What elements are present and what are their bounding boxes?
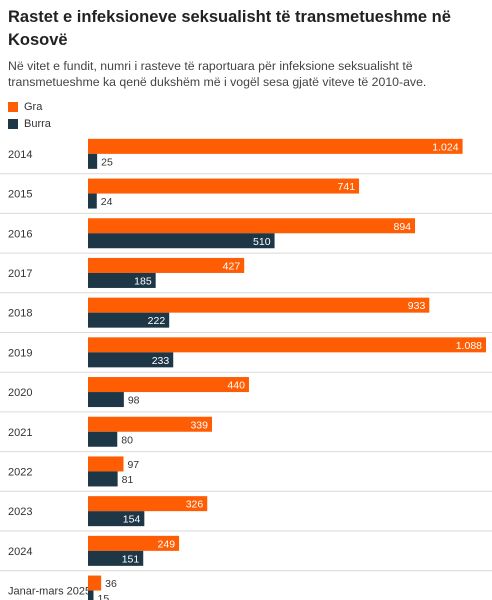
data-label-gra: 933 xyxy=(408,300,426,312)
category-label: 2018 xyxy=(8,308,32,320)
data-label-burra: 222 xyxy=(148,315,166,327)
bar-gra xyxy=(88,377,249,393)
bar-gra xyxy=(88,575,102,591)
data-label-gra: 1.088 xyxy=(456,340,482,352)
data-label-burra: 98 xyxy=(128,395,140,407)
chart-title: Rastet e infeksioneve seksualisht të tra… xyxy=(8,8,451,49)
data-label-gra: 741 xyxy=(338,181,356,193)
data-label-gra: 97 xyxy=(127,459,139,471)
category-label: 2020 xyxy=(8,387,32,399)
legend-item-burra: Burra xyxy=(8,115,51,132)
bar-burra xyxy=(88,312,170,328)
bar-gra xyxy=(88,496,208,512)
category-label: 2017 xyxy=(8,268,32,280)
bar-burra xyxy=(88,193,97,209)
data-label-burra: 185 xyxy=(134,275,152,287)
bar-gra xyxy=(88,337,486,353)
data-label-burra: 15 xyxy=(97,593,109,600)
data-label-gra: 427 xyxy=(223,260,241,272)
bar-gra xyxy=(88,535,180,551)
bar-burra xyxy=(88,471,118,487)
legend: Gra Burra xyxy=(8,98,51,132)
bar-burra xyxy=(88,511,145,527)
data-label-burra: 510 xyxy=(253,236,271,248)
data-label-burra: 233 xyxy=(152,355,170,367)
category-label: 2019 xyxy=(8,347,32,359)
bar-burra xyxy=(88,431,118,447)
bar-gra xyxy=(88,257,245,273)
data-label-gra: 249 xyxy=(158,538,176,550)
category-label: 2022 xyxy=(8,466,32,478)
data-label-gra: 1.024 xyxy=(432,141,458,153)
bar-gra xyxy=(88,297,430,313)
bar-burra xyxy=(88,590,94,600)
data-label-gra: 36 xyxy=(105,578,117,590)
bar-gra xyxy=(88,456,124,472)
category-label: Janar-mars 2025 xyxy=(8,586,91,598)
legend-item-gra: Gra xyxy=(8,98,51,115)
data-label-burra: 154 xyxy=(123,514,141,526)
bar-burra xyxy=(88,153,98,169)
bar-burra xyxy=(88,392,124,408)
category-label: 2016 xyxy=(8,228,32,240)
data-label-gra: 339 xyxy=(190,419,208,431)
bar-burra xyxy=(88,352,174,368)
legend-label-burra: Burra xyxy=(24,117,51,130)
category-label: 2021 xyxy=(8,427,32,439)
chart-subtitle: Në vitet e fundit, numri i rasteve të ra… xyxy=(8,59,427,89)
data-label-gra: 440 xyxy=(227,380,245,392)
data-label-gra: 894 xyxy=(394,221,412,233)
data-label-gra: 326 xyxy=(186,499,204,511)
data-label-burra: 81 xyxy=(122,474,134,486)
data-label-burra: 80 xyxy=(121,434,133,446)
category-label: 2023 xyxy=(8,506,32,518)
bar-burra xyxy=(88,233,275,249)
bar-burra xyxy=(88,550,144,566)
data-label-burra: 151 xyxy=(122,553,140,565)
bar-gra xyxy=(88,416,213,432)
bar-gra xyxy=(88,178,360,194)
bar-gra xyxy=(88,138,463,154)
category-label: 2024 xyxy=(8,546,32,558)
bar-gra xyxy=(88,218,416,234)
category-label: 2014 xyxy=(8,149,32,161)
legend-label-gra: Gra xyxy=(24,100,43,113)
data-label-burra: 25 xyxy=(101,156,113,168)
legend-swatch-burra xyxy=(8,118,18,129)
category-label: 2015 xyxy=(8,189,32,201)
data-label-burra: 24 xyxy=(101,196,113,208)
legend-swatch-gra xyxy=(8,101,18,112)
bar-burra xyxy=(88,272,156,288)
